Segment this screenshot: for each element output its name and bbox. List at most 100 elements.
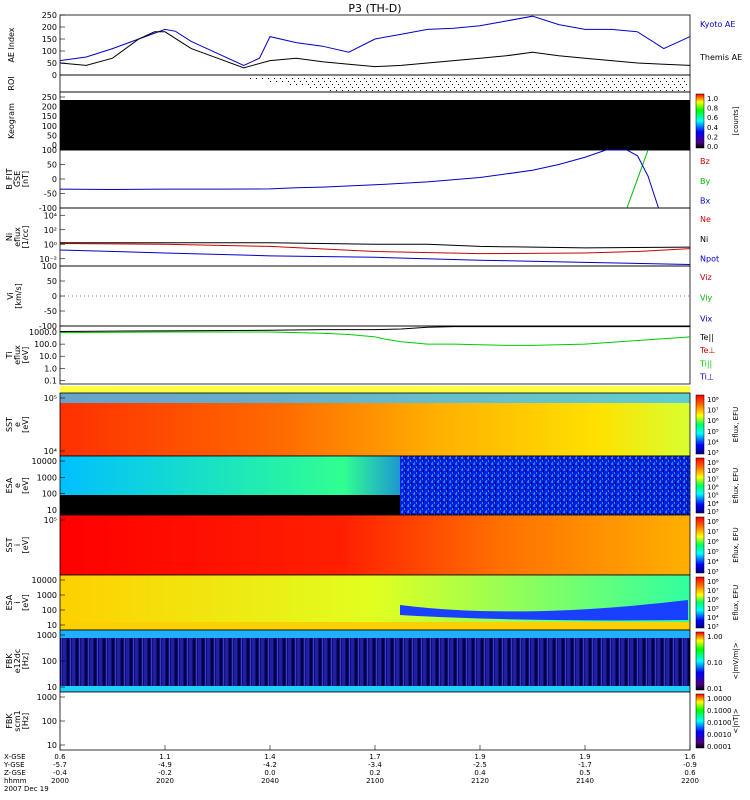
- xrow-label-3: hhmm: [4, 777, 27, 785]
- roi-dot: [280, 78, 281, 79]
- ylabel-bfield-1: GSE: [13, 171, 22, 187]
- ytick-ae-5: 0: [52, 71, 57, 80]
- xrow-val-0-1: 1.1: [159, 753, 170, 761]
- roi-dot: [646, 78, 647, 79]
- roi-dot: [480, 90, 481, 91]
- roi-dot: [430, 78, 431, 79]
- legend-vi-2: Vix: [700, 314, 713, 323]
- roi-dot: [546, 81, 547, 82]
- roi-dot: [256, 78, 257, 79]
- roi-dot: [390, 81, 391, 82]
- roi-dot: [480, 81, 481, 82]
- legend-kyoto: Kyoto AE: [700, 20, 735, 29]
- roi-dot: [290, 84, 291, 85]
- panel-fbk_e12: FBK e12dc [Hz] 1000 100 10 1.00 0.10 0.01 <|mV/m|…: [5, 629, 740, 693]
- roi-dot: [592, 87, 593, 88]
- roi-dot: [334, 78, 335, 79]
- roi-dot: [450, 90, 451, 91]
- roi-dot: [448, 87, 449, 88]
- roi-dot: [648, 81, 649, 82]
- roi-dot: [516, 90, 517, 91]
- ytick-esa_e-2: 100: [42, 490, 57, 499]
- panel-esa_i: ESA i [eV]10000 1000 100 10 10⁸10⁷10⁶10⁵10⁴10³…: [5, 574, 740, 631]
- roi-dot: [354, 81, 355, 82]
- roi-dot: [552, 90, 553, 91]
- roi-dot: [622, 78, 623, 79]
- ytick-vi-3: -50: [44, 307, 57, 316]
- roi-dot: [580, 87, 581, 88]
- roi-dot: [300, 81, 301, 82]
- colorbar-tick-esa_e-1: 10⁸: [707, 467, 719, 475]
- roi-dot: [574, 78, 575, 79]
- colorbar-tick-keogram-0: 1.0: [707, 95, 718, 103]
- series-ae-Kyoto AE: [59, 15, 691, 66]
- roi-dot: [558, 81, 559, 82]
- ylabel-bfield-0: B_FIT: [5, 168, 14, 189]
- roi-dot: [656, 84, 657, 85]
- roi-dot: [460, 78, 461, 79]
- legend-vi-0: Viz: [700, 273, 712, 282]
- roi-dot: [562, 87, 563, 88]
- roi-dot: [344, 84, 345, 85]
- roi-dot: [652, 78, 653, 79]
- roi-dot: [442, 87, 443, 88]
- panel-sst_i: SST i [eV] 10⁵ 10⁸ 10⁷ 10⁶ 10⁵ 10⁴ 10³ Eflux, EFU: [5, 514, 740, 576]
- colorbar-tick-fbk_scm1-2: 0.0100: [707, 719, 732, 727]
- roi-dot: [492, 90, 493, 91]
- roi-dot: [558, 90, 559, 91]
- roi-dot: [682, 87, 683, 88]
- colorbar-tick-esa_i-4: 10⁴: [707, 614, 719, 622]
- roi-dot: [680, 84, 681, 85]
- roi-dot: [328, 87, 329, 88]
- roi-dot: [414, 90, 415, 91]
- roi-dot: [444, 90, 445, 91]
- xrow-val-1-2: -4.2: [263, 761, 277, 769]
- roi-dot: [496, 87, 497, 88]
- roi-dot: [508, 78, 509, 79]
- roi-dot: [448, 78, 449, 79]
- ytick-sst_i-0: 10⁵: [44, 516, 57, 525]
- roi-dot: [392, 84, 393, 85]
- ylabel-fbk_e12-0: FBK: [5, 653, 14, 669]
- colorbar-tick-fbk_e12-0: 1.00: [707, 633, 723, 641]
- roi-dot: [520, 78, 521, 79]
- roi-dot: [586, 87, 587, 88]
- roi-dot: [454, 78, 455, 79]
- roi-dot: [476, 84, 477, 85]
- ytick-bfield-1: 50: [47, 161, 57, 170]
- roi-dot: [410, 84, 411, 85]
- ytick-ti-4: 0.1: [44, 376, 57, 385]
- legend-themis: Themis AE: [699, 53, 742, 62]
- roi-dot: [474, 90, 475, 91]
- roi-dot: [384, 90, 385, 91]
- legend-ti-3: Ti⊥: [699, 373, 714, 382]
- ylabel-ti-1: eflux: [13, 345, 22, 365]
- roi-dot: [550, 87, 551, 88]
- fbk-top-band: [60, 630, 690, 638]
- roi-dot: [484, 78, 485, 79]
- roi-dot: [488, 84, 489, 85]
- roi-dot: [672, 81, 673, 82]
- legend-ti-1: Te⊥: [699, 346, 715, 355]
- roi-dot: [530, 84, 531, 85]
- roi-dot: [456, 90, 457, 91]
- colorbar-tick-keogram-4: 0.2: [707, 133, 718, 141]
- roi-dot: [346, 87, 347, 88]
- roi-dot: [454, 87, 455, 88]
- x-axis: X-GSE 0.6 1.1 1.4 1.7 1.9 1.9 1.6Y-GSE -5.7 -4.9-…: [3, 745, 699, 793]
- roi-dot: [660, 90, 661, 91]
- legend-ni-2: Npot: [700, 255, 719, 264]
- roi-dot: [382, 87, 383, 88]
- roi-dot: [404, 84, 405, 85]
- roi-dot: [352, 87, 353, 88]
- xrow-label-1: Y-GSE: [3, 761, 25, 769]
- keogram-image: [60, 100, 690, 150]
- roi-dot: [460, 87, 461, 88]
- roi-dot: [568, 87, 569, 88]
- roi-dot: [458, 84, 459, 85]
- roi-dot: [288, 81, 289, 82]
- roi-dot: [562, 78, 563, 79]
- series-ti-Te||: [59, 326, 690, 332]
- roi-dot: [550, 78, 551, 79]
- panel-vi: Vi [km/s] 100 50 0 -50 -100 Viz Viy Vix: [6, 262, 713, 331]
